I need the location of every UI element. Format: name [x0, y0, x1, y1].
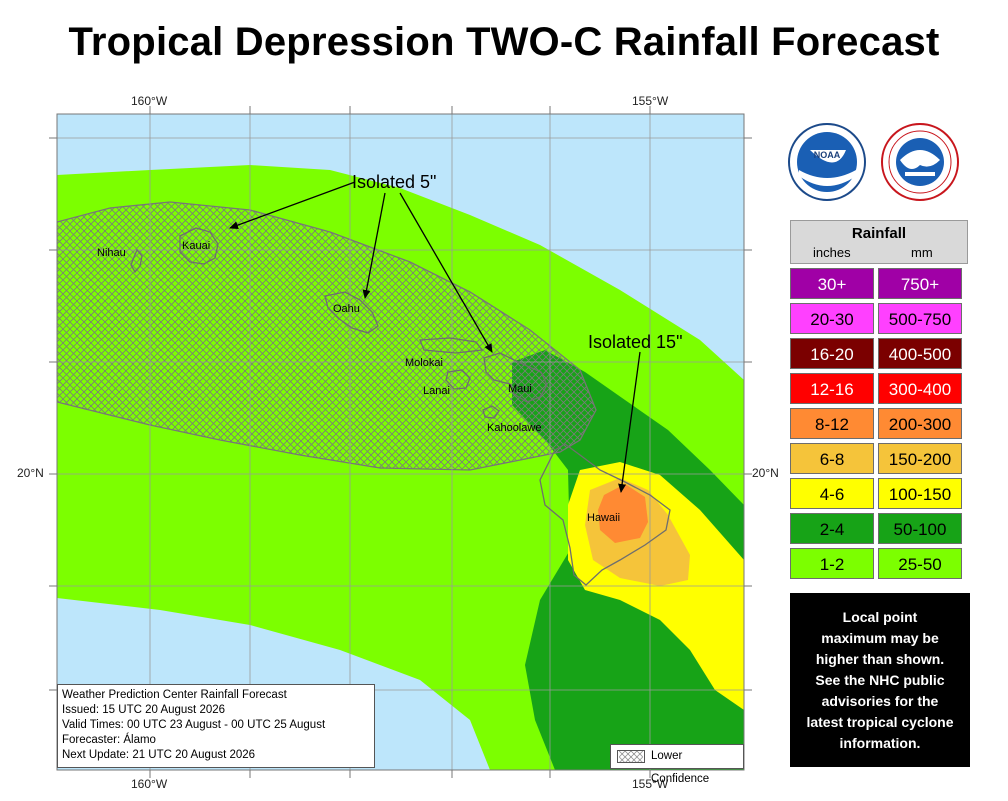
graticule [57, 114, 744, 770]
legend-row: 30+ 750+ [790, 268, 968, 299]
legend-cell-inches: 4-6 [790, 478, 874, 509]
legend-row: 12-16 300-400 [790, 373, 968, 404]
legend-cell-mm: 300-400 [878, 373, 962, 404]
legend-cell-inches: 16-20 [790, 338, 874, 369]
note-line: Local point [842, 609, 918, 625]
forecast-info-box: Weather Prediction Center Rainfall Forec… [57, 684, 375, 768]
legend-unit-mm: mm [911, 245, 933, 260]
legend-cell-inches: 2-4 [790, 513, 874, 544]
svg-text:NOAA: NOAA [814, 150, 841, 160]
legend-row: 8-12 200-300 [790, 408, 968, 439]
island-oahu [324, 291, 379, 334]
hatch-swatch-icon [617, 750, 645, 763]
legend-row: 20-30 500-750 [790, 303, 968, 334]
legend-title: Rainfall [851, 225, 907, 242]
note-line: latest tropical cyclone [806, 714, 954, 730]
legend-unit-inches: inches [813, 245, 851, 260]
island-maui [483, 352, 548, 403]
legend-cell-inches: 8-12 [790, 408, 874, 439]
note-line: information. [839, 735, 921, 751]
label-maui: Maui [508, 383, 532, 395]
legend-row: 2-4 50-100 [790, 513, 968, 544]
legend-row: 4-6 100-150 [790, 478, 968, 509]
island-nihau [130, 248, 143, 274]
legend-cell-inches: 6-8 [790, 443, 874, 474]
label-lanai: Lanai [423, 385, 450, 397]
legend-header: Rainfall inches mm [790, 220, 968, 264]
legend-cell-inches: 20-30 [790, 303, 874, 334]
legend-cell-mm: 100-150 [878, 478, 962, 509]
legend-row: 1-2 25-50 [790, 548, 968, 579]
lower-confidence-key: Lower Confidence [610, 744, 744, 785]
island-outlines [130, 227, 671, 586]
note-line: See the NHC public [815, 672, 945, 688]
info-line-valid: Valid Times: 00 UTC 23 August - 00 UTC 2… [62, 719, 326, 731]
label-kahoolawe: Kahoolawe [487, 422, 541, 434]
label-hawaii: Hawaii [587, 512, 620, 524]
callout-arrows [229, 181, 641, 493]
lat-20-right: 20°N [752, 466, 779, 480]
legend-rows: 30+ 750+ 20-30 500-750 16-20 400-500 12-16 300-… [790, 268, 968, 579]
graticule-ticks [49, 106, 752, 778]
island-kauai [179, 227, 219, 265]
island-hawaii [539, 443, 671, 586]
info-line-next-update: Next Update: 21 UTC 20 August 2026 [62, 749, 256, 761]
lon-160-bottom: 160°W [131, 777, 168, 791]
map-title: Tropical Depression TWO-C Rainfall Forec… [68, 20, 940, 64]
annotation-isolated-5: Isolated 5" [352, 172, 436, 192]
lat-20-left: 20°N [17, 466, 44, 480]
legend-cell-inches: 30+ [790, 268, 874, 299]
label-oahu: Oahu [333, 303, 360, 315]
label-molokai: Molokai [405, 357, 443, 369]
note-line: advisories for the [821, 693, 939, 709]
band-8-12-inches [598, 484, 648, 543]
note-line: higher than shown. [815, 651, 945, 667]
legend-cell-mm: 750+ [878, 268, 962, 299]
island-lanai [445, 369, 471, 390]
label-nihau: Nihau [97, 247, 126, 259]
legend-cell-mm: 400-500 [878, 338, 962, 369]
note-line: maximum may be [821, 630, 939, 646]
rainfall-legend: Rainfall inches mm 30+ 750+ 20-30 500-750 16… [790, 220, 968, 579]
annotation-isolated-15: Isolated 15" [588, 332, 682, 352]
noaa-logo-icon: NOAA [788, 123, 866, 201]
legend-cell-inches: 12-16 [790, 373, 874, 404]
lon-160-top: 160°W [131, 94, 168, 108]
map-frame [56, 113, 745, 771]
lon-155-bottom: 155°W [632, 777, 669, 791]
info-line-forecaster: Forecaster: Álamo [62, 734, 156, 746]
legend-cell-mm: 200-300 [878, 408, 962, 439]
legend-cell-mm: 50-100 [878, 513, 962, 544]
legend-row: 16-20 400-500 [790, 338, 968, 369]
lower-confidence-label: Lower Confidence [651, 750, 710, 785]
legend-cell-mm: 150-200 [878, 443, 962, 474]
legend-cell-mm: 500-750 [878, 303, 962, 334]
legend-cell-inches: 1-2 [790, 548, 874, 579]
legend-cell-mm: 25-50 [878, 548, 962, 579]
info-line-source: Weather Prediction Center Rainfall Forec… [62, 689, 287, 701]
island-molokai [419, 337, 484, 354]
island-kahoolawe [482, 405, 500, 419]
legend-row: 6-8 150-200 [790, 443, 968, 474]
label-kauai: Kauai [182, 240, 210, 252]
local-maximum-note: Local point maximum may be higher than s… [790, 593, 970, 767]
lon-155-top: 155°W [632, 94, 669, 108]
info-line-issued: Issued: 15 UTC 20 August 2026 [62, 704, 226, 716]
nws-logo-icon [881, 123, 959, 201]
